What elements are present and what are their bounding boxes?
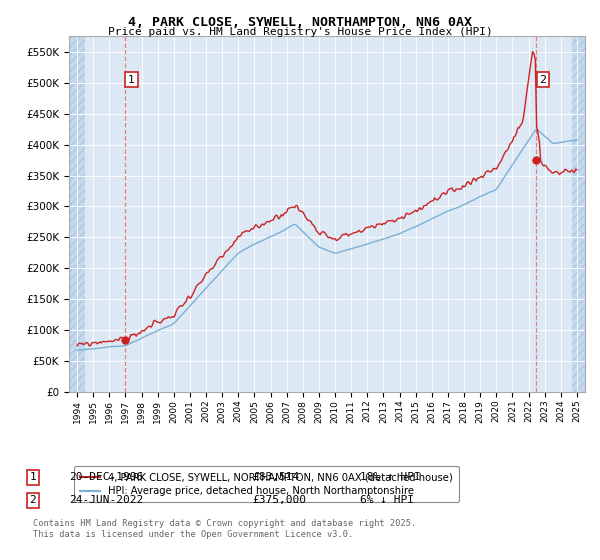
- Text: 24-JUN-2022: 24-JUN-2022: [69, 495, 143, 505]
- Text: Contains HM Land Registry data © Crown copyright and database right 2025.
This d: Contains HM Land Registry data © Crown c…: [33, 520, 416, 539]
- Text: 4, PARK CLOSE, SYWELL, NORTHAMPTON, NN6 0AX: 4, PARK CLOSE, SYWELL, NORTHAMPTON, NN6 …: [128, 16, 472, 29]
- Text: 18% ↑ HPI: 18% ↑ HPI: [360, 472, 421, 482]
- Text: 1: 1: [29, 472, 37, 482]
- Text: 6% ↓ HPI: 6% ↓ HPI: [360, 495, 414, 505]
- Text: Price paid vs. HM Land Registry's House Price Index (HPI): Price paid vs. HM Land Registry's House …: [107, 27, 493, 37]
- Legend: 4, PARK CLOSE, SYWELL, NORTHAMPTON, NN6 0AX (detached house), HPI: Average price: 4, PARK CLOSE, SYWELL, NORTHAMPTON, NN6 …: [74, 466, 459, 502]
- Text: £375,000: £375,000: [252, 495, 306, 505]
- Text: £83,514: £83,514: [252, 472, 299, 482]
- Text: 20-DEC-1996: 20-DEC-1996: [69, 472, 143, 482]
- Text: 1: 1: [128, 74, 135, 85]
- Bar: [572, 36, 585, 392]
- Bar: [69, 36, 85, 392]
- Text: 2: 2: [539, 74, 547, 85]
- Text: 2: 2: [29, 495, 37, 505]
